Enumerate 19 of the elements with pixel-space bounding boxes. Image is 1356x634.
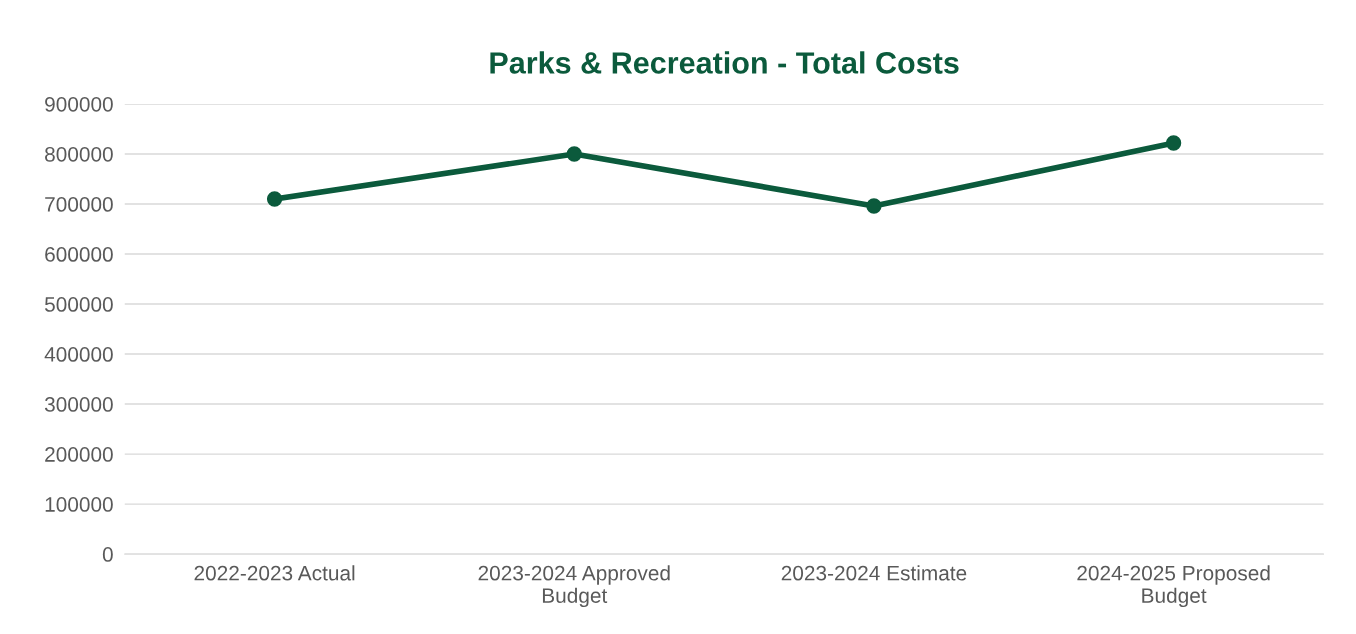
x-tick-label: 2024-2025 Proposed Budget: [1077, 565, 1270, 608]
y-tick-label: 700000: [45, 197, 113, 212]
y-tick-label: 900000: [45, 96, 113, 112]
y-tick-label: 400000: [44, 347, 113, 362]
x-tick-label: 2023-2024 Approved Budget: [478, 565, 670, 608]
y-tick-label: 600000: [45, 247, 113, 262]
point: [866, 198, 882, 214]
y-tick-label: 200000: [45, 447, 113, 462]
x-tick-label: 2022-2023 Actual: [194, 565, 355, 581]
point: [266, 191, 283, 207]
y-tick-label: 100000: [45, 497, 113, 512]
y-tick-label: 0: [102, 547, 113, 562]
y-tick-label: 500000: [44, 297, 113, 312]
chart-title: Parks & Recreation - Total Costs: [490, 51, 959, 74]
y-tick-label: 300000: [44, 397, 113, 412]
x-tick-label: 2023-2024 Estimate: [781, 565, 967, 581]
point: [1165, 135, 1182, 151]
point: [566, 146, 582, 162]
y-tick-label: 800000: [45, 146, 113, 162]
